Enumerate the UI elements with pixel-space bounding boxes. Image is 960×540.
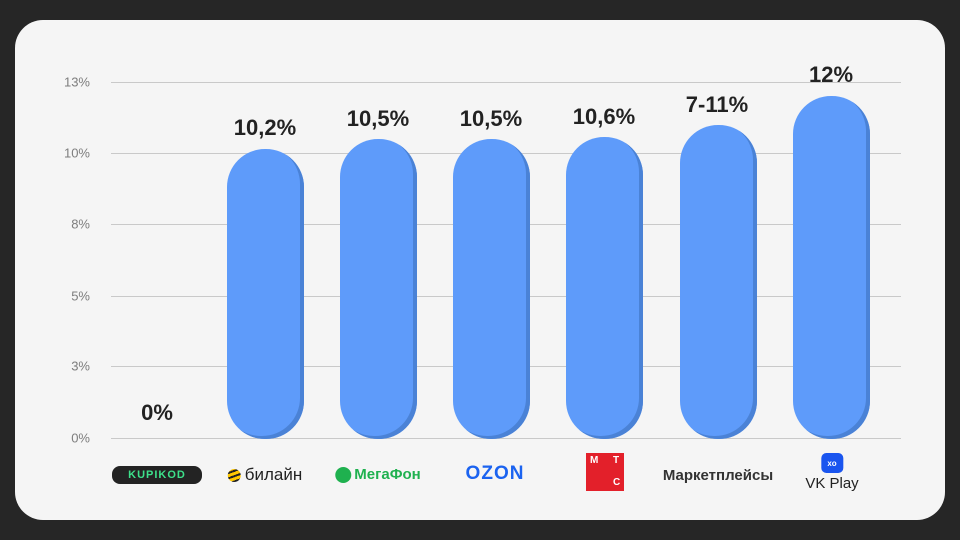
ytick: 3% bbox=[71, 358, 90, 374]
value-label: 0% bbox=[141, 400, 173, 425]
bar-marketplaces bbox=[680, 125, 757, 439]
bar-mts bbox=[566, 137, 643, 439]
megafon-icon bbox=[335, 466, 352, 483]
value-label: 10,6% bbox=[572, 104, 636, 129]
logo-kupikod: KUPIKOD bbox=[112, 466, 202, 484]
ytick: 8% bbox=[71, 216, 90, 232]
gridline-13 bbox=[111, 82, 901, 83]
ytick: 13% bbox=[63, 74, 90, 90]
value-label: 10,5% bbox=[459, 106, 523, 131]
bar-megafon bbox=[340, 139, 417, 439]
megafon-label: МегаФон bbox=[354, 466, 421, 483]
logo-megafon: МегаФон bbox=[335, 466, 421, 483]
logo-ozon: OZON bbox=[465, 463, 525, 484]
bar-ozon bbox=[453, 139, 530, 439]
value-label: 12% bbox=[808, 62, 854, 87]
mts-s: С bbox=[613, 477, 621, 488]
beeline-label: билайн bbox=[244, 465, 303, 484]
vk-play-icon: xo bbox=[820, 453, 843, 473]
bar-vkplay bbox=[793, 96, 870, 439]
vk-play-label: VK Play bbox=[805, 475, 859, 492]
ytick: 10% bbox=[63, 145, 90, 161]
value-label: 10,2% bbox=[233, 115, 297, 140]
gridline-0 bbox=[111, 438, 901, 439]
ytick: 5% bbox=[71, 288, 90, 304]
ytick: 0% bbox=[71, 430, 90, 446]
value-label: 7-11% bbox=[685, 92, 749, 117]
logo-vkplay: xo VK Play bbox=[805, 453, 859, 492]
bar-beeline bbox=[227, 149, 304, 439]
logo-mts: М Т С bbox=[586, 453, 624, 491]
logo-marketplaces: Маркетплейсы bbox=[662, 467, 774, 484]
logo-beeline: билайн bbox=[227, 465, 303, 485]
beeline-icon bbox=[227, 468, 241, 482]
value-label: 10,5% bbox=[346, 106, 410, 131]
mts-m: М bbox=[590, 455, 599, 466]
mts-t: Т bbox=[613, 455, 620, 466]
